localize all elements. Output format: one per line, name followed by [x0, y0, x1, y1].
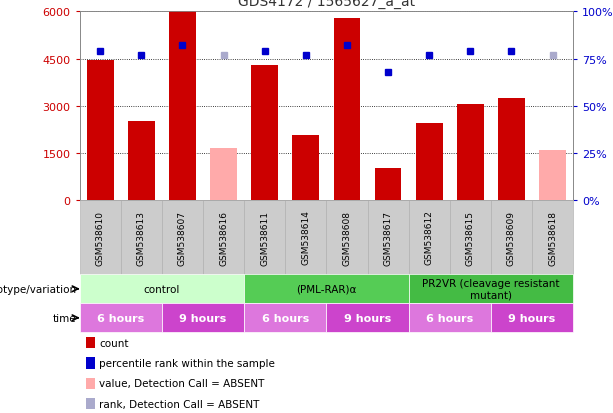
Text: GSM538611: GSM538611 — [261, 210, 269, 265]
Text: (PML-RAR)α: (PML-RAR)α — [296, 284, 357, 294]
Bar — [87, 61, 113, 200]
Bar — [292, 136, 319, 200]
Text: GSM538617: GSM538617 — [384, 210, 392, 265]
Text: 6 hours: 6 hours — [426, 313, 473, 323]
Text: 9 hours: 9 hours — [344, 313, 391, 323]
Text: GSM538616: GSM538616 — [219, 210, 228, 265]
Text: rank, Detection Call = ABSENT: rank, Detection Call = ABSENT — [99, 399, 260, 408]
Text: GSM538609: GSM538609 — [507, 210, 516, 265]
Bar — [128, 122, 154, 200]
Text: PR2VR (cleavage resistant
mutant): PR2VR (cleavage resistant mutant) — [422, 278, 560, 300]
Text: GSM538615: GSM538615 — [466, 210, 475, 265]
Text: percentile rank within the sample: percentile rank within the sample — [99, 358, 275, 368]
Text: 6 hours: 6 hours — [262, 313, 309, 323]
Text: genotype/variation: genotype/variation — [0, 284, 77, 294]
Bar — [498, 99, 525, 200]
Text: GSM538610: GSM538610 — [96, 210, 105, 265]
Bar — [251, 66, 278, 200]
Text: GSM538618: GSM538618 — [548, 210, 557, 265]
Bar — [457, 105, 484, 200]
Text: GSM538614: GSM538614 — [302, 210, 310, 265]
Bar — [416, 123, 443, 200]
Text: GSM538613: GSM538613 — [137, 210, 146, 265]
Text: count: count — [99, 338, 129, 348]
Text: 9 hours: 9 hours — [508, 313, 555, 323]
Text: 6 hours: 6 hours — [97, 313, 145, 323]
Text: 9 hours: 9 hours — [180, 313, 227, 323]
Bar — [539, 150, 566, 200]
Text: control: control — [143, 284, 180, 294]
Title: GDS4172 / 1565627_a_at: GDS4172 / 1565627_a_at — [238, 0, 415, 9]
Bar — [375, 169, 402, 200]
Text: time: time — [53, 313, 77, 323]
Text: value, Detection Call = ABSENT: value, Detection Call = ABSENT — [99, 378, 265, 388]
Bar — [169, 12, 196, 200]
Text: GSM538612: GSM538612 — [425, 210, 434, 265]
Bar — [333, 19, 360, 200]
Text: GSM538607: GSM538607 — [178, 210, 187, 265]
Bar — [210, 149, 237, 200]
Text: GSM538608: GSM538608 — [343, 210, 351, 265]
